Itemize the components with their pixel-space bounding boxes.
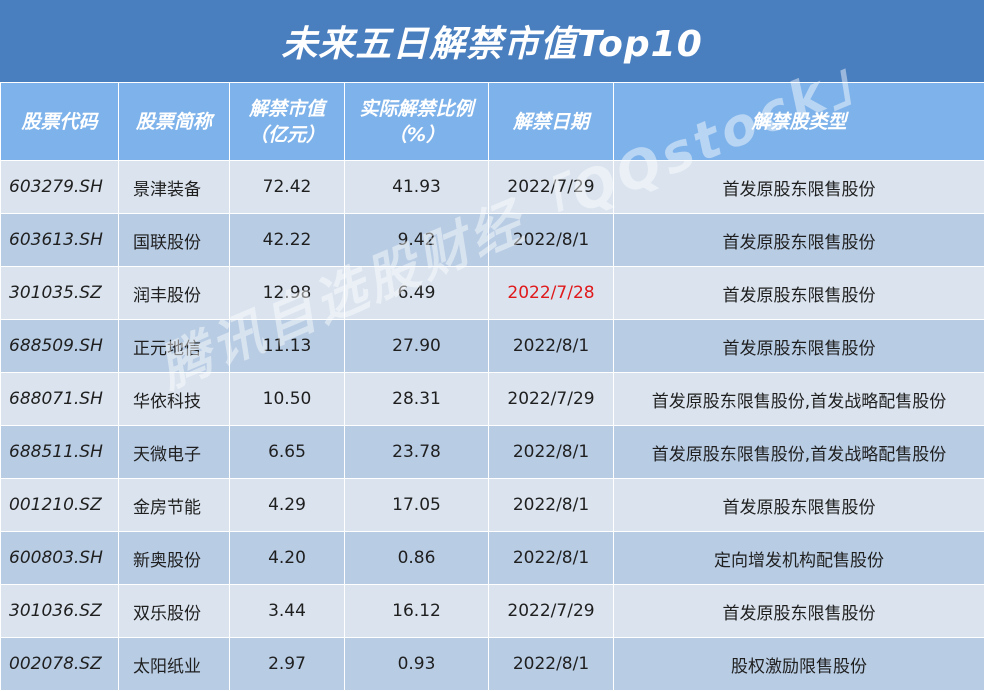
table-header-row: 股票代码 股票简称 解禁市值 （亿元） 实际解禁比例 （%） 解禁日期 解禁股类… bbox=[0, 82, 984, 161]
cell-date: 2022/7/29 bbox=[488, 584, 614, 638]
cell-date: 2022/8/1 bbox=[488, 478, 614, 532]
table-row: 688509.SH 正元地信 11.13 27.90 2022/8/1 首发原股… bbox=[0, 319, 984, 373]
cell-code: 688071.SH bbox=[0, 372, 119, 426]
cell-code: 002078.SZ bbox=[0, 637, 119, 691]
cell-code: 301035.SZ bbox=[0, 266, 119, 320]
header-type: 解禁股类型 bbox=[613, 82, 984, 161]
cell-type: 股权激励限售股份 bbox=[613, 637, 984, 691]
cell-code: 603279.SH bbox=[0, 160, 119, 214]
cell-code: 600803.SH bbox=[0, 531, 119, 585]
cell-name: 天微电子 bbox=[118, 425, 230, 479]
cell-name: 景津装备 bbox=[118, 160, 230, 214]
cell-value: 72.42 bbox=[229, 160, 345, 214]
title-bar: 未来五日解禁市值Top10 bbox=[0, 0, 984, 82]
cell-ratio: 6.49 bbox=[344, 266, 489, 320]
cell-type: 首发原股东限售股份 bbox=[613, 266, 984, 320]
cell-type: 首发原股东限售股份 bbox=[613, 319, 984, 373]
cell-ratio: 27.90 bbox=[344, 319, 489, 373]
cell-date: 2022/8/1 bbox=[488, 425, 614, 479]
cell-code: 603613.SH bbox=[0, 213, 119, 267]
cell-value: 6.65 bbox=[229, 425, 345, 479]
cell-type: 首发原股东限售股份 bbox=[613, 160, 984, 214]
table-row: 301035.SZ 润丰股份 12.98 6.49 2022/7/28 首发原股… bbox=[0, 266, 984, 320]
cell-type: 首发原股东限售股份 bbox=[613, 584, 984, 638]
cell-date: 2022/7/29 bbox=[488, 372, 614, 426]
cell-ratio: 28.31 bbox=[344, 372, 489, 426]
cell-date: 2022/8/1 bbox=[488, 213, 614, 267]
header-name: 股票简称 bbox=[118, 82, 230, 161]
cell-value: 12.98 bbox=[229, 266, 345, 320]
cell-name: 正元地信 bbox=[118, 319, 230, 373]
cell-type: 首发原股东限售股份 bbox=[613, 213, 984, 267]
cell-type: 首发原股东限售股份,首发战略配售股份 bbox=[613, 425, 984, 479]
cell-name: 双乐股份 bbox=[118, 584, 230, 638]
cell-ratio: 41.93 bbox=[344, 160, 489, 214]
table-row: 001210.SZ 金房节能 4.29 17.05 2022/8/1 首发原股东… bbox=[0, 478, 984, 532]
cell-code: 301036.SZ bbox=[0, 584, 119, 638]
cell-date: 2022/8/1 bbox=[488, 637, 614, 691]
cell-name: 润丰股份 bbox=[118, 266, 230, 320]
cell-value: 3.44 bbox=[229, 584, 345, 638]
header-code: 股票代码 bbox=[0, 82, 119, 161]
cell-value: 11.13 bbox=[229, 319, 345, 373]
page-title: 未来五日解禁市值Top10 bbox=[281, 24, 703, 65]
table-row: 688511.SH 天微电子 6.65 23.78 2022/8/1 首发原股东… bbox=[0, 425, 984, 479]
cell-name: 新奥股份 bbox=[118, 531, 230, 585]
cell-code: 688509.SH bbox=[0, 319, 119, 373]
cell-value: 4.29 bbox=[229, 478, 345, 532]
cell-name: 太阳纸业 bbox=[118, 637, 230, 691]
cell-date: 2022/7/29 bbox=[488, 160, 614, 214]
cell-type: 首发原股东限售股份 bbox=[613, 478, 984, 532]
cell-value: 4.20 bbox=[229, 531, 345, 585]
cell-ratio: 9.42 bbox=[344, 213, 489, 267]
cell-ratio: 23.78 bbox=[344, 425, 489, 479]
cell-ratio: 0.93 bbox=[344, 637, 489, 691]
header-ratio-line2: （%） bbox=[387, 123, 446, 146]
table-row: 301036.SZ 双乐股份 3.44 16.12 2022/7/29 首发原股… bbox=[0, 584, 984, 638]
cell-date: 2022/8/1 bbox=[488, 531, 614, 585]
cell-date-highlight: 2022/7/28 bbox=[488, 266, 614, 320]
cell-type: 首发原股东限售股份,首发战略配售股份 bbox=[613, 372, 984, 426]
header-ratio-line1: 实际解禁比例 bbox=[359, 97, 474, 120]
cell-ratio: 17.05 bbox=[344, 478, 489, 532]
cell-code: 688511.SH bbox=[0, 425, 119, 479]
unlock-table: 股票代码 股票简称 解禁市值 （亿元） 实际解禁比例 （%） 解禁日期 解禁股类… bbox=[0, 82, 984, 691]
cell-type: 定向增发机构配售股份 bbox=[613, 531, 984, 585]
cell-value: 2.97 bbox=[229, 637, 345, 691]
cell-name: 国联股份 bbox=[118, 213, 230, 267]
header-value-line1: 解禁市值 bbox=[248, 97, 325, 120]
cell-code: 001210.SZ bbox=[0, 478, 119, 532]
table-row: 600803.SH 新奥股份 4.20 0.86 2022/8/1 定向增发机构… bbox=[0, 531, 984, 585]
cell-value: 10.50 bbox=[229, 372, 345, 426]
header-ratio: 实际解禁比例 （%） bbox=[344, 82, 489, 161]
header-value-line2: （亿元） bbox=[248, 123, 325, 146]
header-date: 解禁日期 bbox=[488, 82, 614, 161]
table-row: 688071.SH 华依科技 10.50 28.31 2022/7/29 首发原… bbox=[0, 372, 984, 426]
cell-date: 2022/8/1 bbox=[488, 319, 614, 373]
cell-name: 金房节能 bbox=[118, 478, 230, 532]
header-value: 解禁市值 （亿元） bbox=[229, 82, 345, 161]
cell-value: 42.22 bbox=[229, 213, 345, 267]
table-row: 603613.SH 国联股份 42.22 9.42 2022/8/1 首发原股东… bbox=[0, 213, 984, 267]
table-row: 002078.SZ 太阳纸业 2.97 0.93 2022/8/1 股权激励限售… bbox=[0, 637, 984, 691]
cell-ratio: 16.12 bbox=[344, 584, 489, 638]
table-row: 603279.SH 景津装备 72.42 41.93 2022/7/29 首发原… bbox=[0, 160, 984, 214]
cell-ratio: 0.86 bbox=[344, 531, 489, 585]
cell-name: 华依科技 bbox=[118, 372, 230, 426]
